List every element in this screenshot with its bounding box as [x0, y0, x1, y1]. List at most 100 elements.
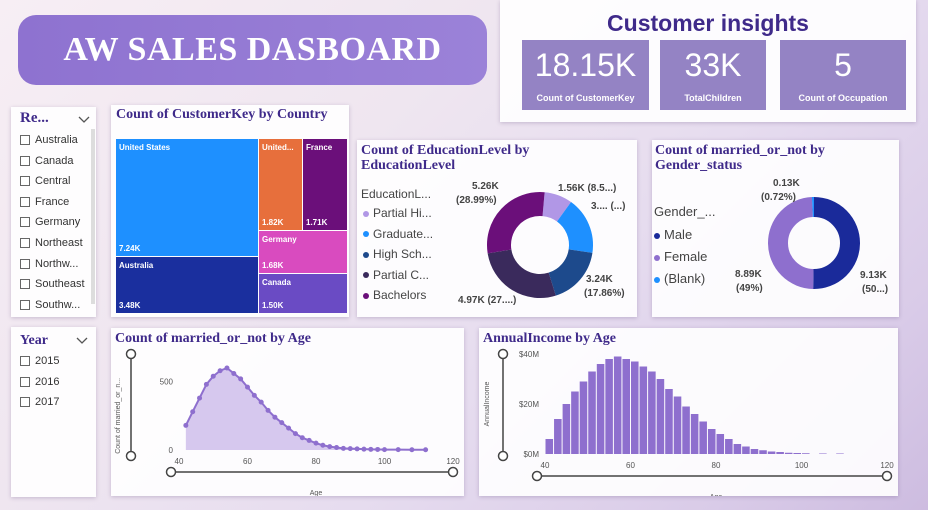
- data-point[interactable]: [245, 384, 250, 390]
- bar[interactable]: [571, 391, 579, 455]
- data-point[interactable]: [368, 446, 374, 452]
- treemap-cell-united-kingdom[interactable]: United... 1.82K: [259, 139, 302, 230]
- data-point[interactable]: [354, 446, 360, 452]
- chevron-down-icon[interactable]: [78, 116, 90, 124]
- x-range-handle-left[interactable]: [165, 466, 177, 478]
- slicer-option[interactable]: Australia: [20, 134, 78, 146]
- data-point[interactable]: [292, 431, 298, 437]
- legend-item[interactable]: Graduate...: [363, 227, 433, 241]
- bar[interactable]: [554, 419, 562, 454]
- x-range-handle-right[interactable]: [447, 466, 459, 478]
- bar[interactable]: [656, 379, 665, 454]
- data-point[interactable]: [327, 444, 333, 450]
- bar[interactable]: [605, 359, 613, 454]
- donut-slice[interactable]: [547, 248, 593, 296]
- checkbox[interactable]: [20, 356, 30, 366]
- legend-item[interactable]: High Sch...: [363, 247, 432, 261]
- slicer-option[interactable]: Southw...: [20, 299, 80, 311]
- bar[interactable]: [819, 453, 827, 455]
- data-point[interactable]: [299, 435, 305, 441]
- bar[interactable]: [673, 396, 682, 455]
- treemap-cell-canada[interactable]: Canada 1.50K: [259, 274, 347, 313]
- legend-item[interactable]: Partial Hi...: [363, 206, 432, 220]
- bar[interactable]: [545, 439, 554, 454]
- bar[interactable]: [750, 449, 759, 454]
- data-point[interactable]: [265, 407, 271, 413]
- data-point[interactable]: [251, 392, 257, 398]
- slicer-option[interactable]: 2017: [20, 396, 59, 408]
- bar[interactable]: [690, 414, 699, 454]
- data-point[interactable]: [286, 425, 292, 431]
- bar[interactable]: [682, 406, 690, 455]
- checkbox[interactable]: [20, 196, 30, 207]
- data-point[interactable]: [231, 370, 237, 376]
- data-point[interactable]: [375, 446, 381, 452]
- slicer-option[interactable]: France: [20, 196, 69, 208]
- data-point[interactable]: [258, 399, 264, 405]
- data-point[interactable]: [340, 445, 346, 451]
- treemap-cell-united-states[interactable]: United States 7.24K: [116, 139, 258, 256]
- bar[interactable]: [699, 421, 707, 455]
- legend-item[interactable]: Bachelors: [363, 288, 426, 302]
- bar[interactable]: [767, 451, 776, 455]
- data-point[interactable]: [238, 376, 244, 382]
- education-donut[interactable]: [485, 190, 595, 300]
- donut-slice[interactable]: [768, 197, 815, 289]
- donut-slice[interactable]: [487, 248, 556, 298]
- data-point[interactable]: [334, 445, 340, 451]
- checkbox[interactable]: [20, 258, 30, 269]
- data-point[interactable]: [395, 447, 401, 453]
- data-point[interactable]: [382, 447, 387, 453]
- slicer-option[interactable]: Canada: [20, 155, 74, 167]
- bar[interactable]: [836, 453, 844, 455]
- checkbox[interactable]: [20, 299, 30, 310]
- x-range-handle-left[interactable]: [531, 470, 543, 482]
- checkbox[interactable]: [20, 279, 30, 290]
- checkbox[interactable]: [20, 376, 30, 387]
- slicer-option[interactable]: Germany: [20, 216, 80, 228]
- bar[interactable]: [579, 381, 588, 455]
- legend-item[interactable]: Female: [654, 249, 707, 264]
- donut-slice[interactable]: [556, 202, 593, 253]
- slicer-option[interactable]: Northw...: [20, 258, 78, 270]
- bar[interactable]: [613, 356, 622, 455]
- y-range-handle-top[interactable]: [497, 348, 509, 360]
- income-bar-chart[interactable]: $0M $20M $40M 40 60 80 100 120 AnnualIncome Age: [479, 328, 898, 496]
- x-range-handle-right[interactable]: [881, 470, 893, 482]
- chevron-down-icon[interactable]: [76, 337, 88, 345]
- bar[interactable]: [588, 371, 596, 455]
- bar[interactable]: [784, 452, 793, 454]
- checkbox[interactable]: [20, 176, 30, 187]
- data-point[interactable]: [361, 446, 367, 452]
- data-point[interactable]: [197, 395, 203, 401]
- donut-slice[interactable]: [541, 192, 572, 222]
- legend-item[interactable]: (Blank): [654, 271, 705, 286]
- treemap-cell-australia[interactable]: Australia 3.48K: [116, 257, 258, 313]
- checkbox[interactable]: [20, 135, 30, 145]
- data-point[interactable]: [203, 381, 209, 387]
- bar[interactable]: [707, 429, 716, 454]
- data-point[interactable]: [409, 447, 415, 453]
- y-range-handle-top[interactable]: [125, 348, 137, 360]
- slicer-option[interactable]: 2015: [20, 355, 59, 367]
- bar[interactable]: [793, 453, 801, 454]
- treemap-cell-germany[interactable]: Germany 1.68K: [259, 231, 347, 273]
- age-area-chart[interactable]: 0 500 40 60 80 100 120 Count of married_or_n...…: [111, 328, 464, 496]
- region-slicer-header[interactable]: Re...: [20, 110, 49, 126]
- bar[interactable]: [562, 404, 571, 454]
- bar[interactable]: [776, 452, 784, 454]
- bar[interactable]: [802, 453, 810, 454]
- bar[interactable]: [639, 366, 648, 455]
- slicer-option[interactable]: Southeast: [20, 278, 85, 290]
- data-point[interactable]: [320, 442, 326, 448]
- married-donut[interactable]: [766, 195, 862, 291]
- checkbox[interactable]: [20, 238, 30, 248]
- bar[interactable]: [733, 444, 742, 454]
- data-point[interactable]: [183, 422, 189, 428]
- legend-item[interactable]: Partial C...: [363, 268, 429, 282]
- data-point[interactable]: [272, 414, 278, 420]
- data-point[interactable]: [224, 365, 230, 371]
- bar[interactable]: [665, 389, 673, 454]
- data-point[interactable]: [306, 437, 312, 443]
- data-point[interactable]: [313, 440, 319, 446]
